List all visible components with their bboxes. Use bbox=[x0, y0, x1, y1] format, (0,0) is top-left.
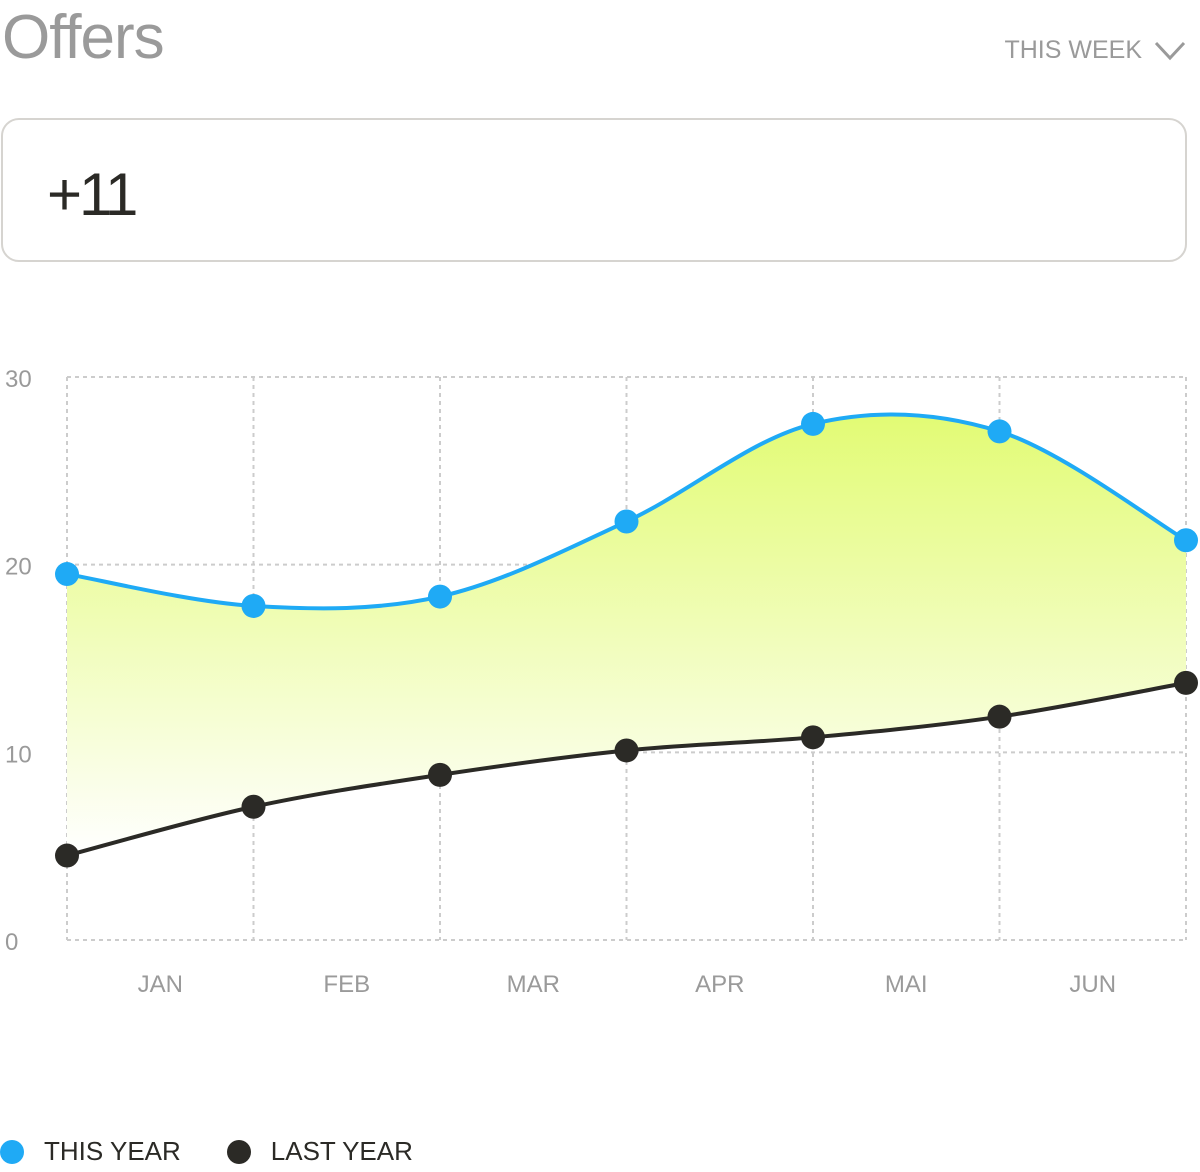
data-point-last-year bbox=[801, 725, 825, 750]
data-point-this-year bbox=[241, 593, 266, 618]
line-chart: 0 10 20 30 JAN FEB MAR APR MAI JUN bbox=[5, 366, 1198, 998]
x-tick-label: JUN bbox=[1069, 971, 1116, 998]
legend-marker-this-year bbox=[0, 1139, 24, 1164]
x-tick-label: MAR bbox=[507, 971, 560, 998]
data-point-last-year bbox=[241, 794, 266, 819]
x-tick-label: FEB bbox=[323, 971, 370, 998]
chevron-down-icon bbox=[1154, 41, 1186, 60]
x-tick-label: MAI bbox=[885, 971, 928, 998]
y-tick-label: 0 bbox=[5, 929, 18, 956]
data-point-last-year bbox=[987, 704, 1012, 729]
summary-card: +11 bbox=[1, 118, 1187, 262]
data-point-last-year bbox=[1174, 670, 1198, 695]
x-tick-label: APR bbox=[695, 971, 744, 998]
area-between-series bbox=[67, 414, 1186, 856]
data-point-last-year bbox=[428, 762, 452, 787]
data-point-this-year bbox=[1174, 528, 1198, 553]
legend-marker-last-year bbox=[226, 1139, 251, 1164]
y-tick-label: 30 bbox=[5, 366, 32, 393]
summary-value: +11 bbox=[47, 161, 138, 228]
x-tick-label: JAN bbox=[138, 971, 183, 998]
y-tick-label: 20 bbox=[5, 554, 32, 581]
legend-item-this-year: THIS YEAR bbox=[0, 1136, 181, 1167]
data-point-last-year bbox=[614, 738, 639, 763]
page-title: Offers bbox=[2, 3, 165, 72]
period-label: THIS WEEK bbox=[1004, 36, 1142, 64]
legend: THIS YEAR LAST YEAR bbox=[0, 1136, 413, 1167]
legend-label: LAST YEAR bbox=[270, 1136, 413, 1166]
legend-item-last-year: LAST YEAR bbox=[226, 1136, 413, 1167]
data-point-last-year bbox=[55, 843, 79, 868]
data-point-this-year bbox=[801, 411, 825, 436]
data-point-this-year bbox=[428, 584, 452, 609]
data-point-this-year bbox=[614, 509, 639, 534]
data-point-this-year bbox=[987, 419, 1012, 444]
y-tick-label: 10 bbox=[5, 741, 32, 768]
period-dropdown[interactable]: THIS WEEK bbox=[1004, 36, 1186, 65]
legend-label: THIS YEAR bbox=[44, 1136, 181, 1166]
data-point-this-year bbox=[55, 562, 79, 587]
